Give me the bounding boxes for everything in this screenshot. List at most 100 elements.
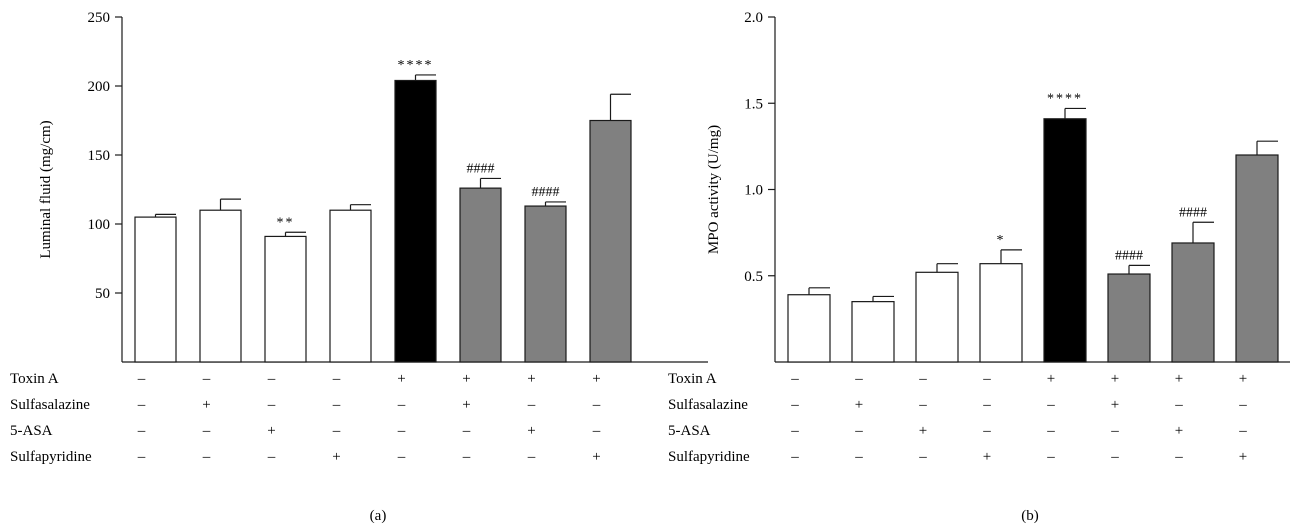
condition-value: – (790, 449, 799, 465)
bar (851, 301, 895, 363)
bar (329, 209, 372, 363)
y-tick-label: 0.5 (744, 269, 763, 285)
bar (524, 205, 567, 363)
significance-label: #### (467, 161, 495, 176)
significance-label: * (997, 233, 1006, 248)
condition-value: + (1239, 449, 1247, 465)
condition-value: + (1111, 371, 1119, 387)
condition-value: + (1239, 371, 1247, 387)
condition-value: – (137, 397, 146, 413)
bar (459, 187, 502, 363)
y-tick-label: 2.0 (744, 10, 763, 26)
condition-value: – (1174, 449, 1183, 465)
condition-label: 5-ASA (10, 423, 53, 439)
bar (1235, 154, 1279, 363)
condition-value: – (592, 397, 601, 413)
bar (1043, 118, 1087, 363)
condition-label: Sulfasalazine (10, 397, 90, 413)
bar (1171, 242, 1215, 363)
condition-value: – (854, 371, 863, 387)
condition-value: – (1110, 423, 1119, 439)
condition-value: – (137, 449, 146, 465)
condition-label: Sulfapyridine (668, 449, 750, 465)
condition-value: + (1111, 397, 1119, 413)
condition-value: – (267, 397, 276, 413)
bar (264, 235, 307, 363)
condition-value: – (854, 449, 863, 465)
condition-value: – (397, 397, 406, 413)
condition-value: + (1047, 371, 1055, 387)
y-axis-label: MPO activity (U/mg) (706, 125, 722, 254)
condition-value: + (1175, 423, 1183, 439)
y-tick-label: 100 (88, 217, 111, 233)
condition-value: – (790, 423, 799, 439)
y-tick-label: 50 (95, 286, 110, 302)
condition-value: – (462, 449, 471, 465)
condition-value: – (1046, 423, 1055, 439)
bar (199, 209, 242, 363)
condition-value: + (983, 449, 991, 465)
bar (787, 294, 831, 363)
condition-value: – (202, 423, 211, 439)
condition-value: + (527, 371, 535, 387)
bar (915, 271, 959, 363)
bar (394, 79, 437, 363)
condition-value: + (527, 423, 535, 439)
condition-value: – (1238, 423, 1247, 439)
condition-value: – (202, 371, 211, 387)
bar (134, 216, 177, 363)
condition-value: + (592, 371, 600, 387)
condition-value: + (462, 371, 470, 387)
condition-label: Sulfapyridine (10, 449, 92, 465)
condition-value: + (267, 423, 275, 439)
significance-label: ** (277, 215, 295, 230)
condition-value: + (592, 449, 600, 465)
condition-label: Sulfasalazine (668, 397, 748, 413)
significance-label: **** (1047, 91, 1083, 106)
significance-label: #### (1115, 248, 1143, 263)
condition-value: – (332, 371, 341, 387)
bar (979, 263, 1023, 363)
condition-value: – (918, 449, 927, 465)
condition-value: – (1174, 397, 1183, 413)
condition-value: + (397, 371, 405, 387)
condition-value: – (982, 397, 991, 413)
condition-value: – (267, 449, 276, 465)
condition-value: – (462, 423, 471, 439)
condition-value: – (1110, 449, 1119, 465)
condition-value: + (332, 449, 340, 465)
condition-value: – (527, 449, 536, 465)
condition-value: – (267, 371, 276, 387)
condition-value: – (137, 371, 146, 387)
condition-value: – (1046, 449, 1055, 465)
condition-value: – (790, 371, 799, 387)
condition-label: 5-ASA (668, 423, 711, 439)
condition-value: – (854, 423, 863, 439)
condition-value: – (332, 423, 341, 439)
panel-label: (b) (1021, 508, 1039, 524)
condition-value: – (1046, 397, 1055, 413)
condition-value: – (918, 371, 927, 387)
panel-label: (a) (370, 508, 387, 524)
significance-label: **** (398, 58, 434, 73)
y-tick-label: 150 (88, 148, 111, 164)
y-tick-label: 1.0 (744, 183, 763, 199)
condition-value: – (397, 423, 406, 439)
bar (1107, 273, 1151, 363)
condition-value: + (462, 397, 470, 413)
condition-value: – (202, 449, 211, 465)
condition-value: – (137, 423, 146, 439)
bar (589, 119, 632, 363)
condition-value: – (332, 397, 341, 413)
condition-value: – (1238, 397, 1247, 413)
condition-label: Toxin A (10, 371, 59, 387)
y-tick-label: 1.5 (744, 96, 763, 112)
condition-value: – (592, 423, 601, 439)
y-tick-label: 250 (88, 10, 111, 26)
condition-value: – (527, 397, 536, 413)
y-tick-label: 200 (88, 79, 111, 95)
condition-value: – (982, 371, 991, 387)
condition-value: + (919, 423, 927, 439)
